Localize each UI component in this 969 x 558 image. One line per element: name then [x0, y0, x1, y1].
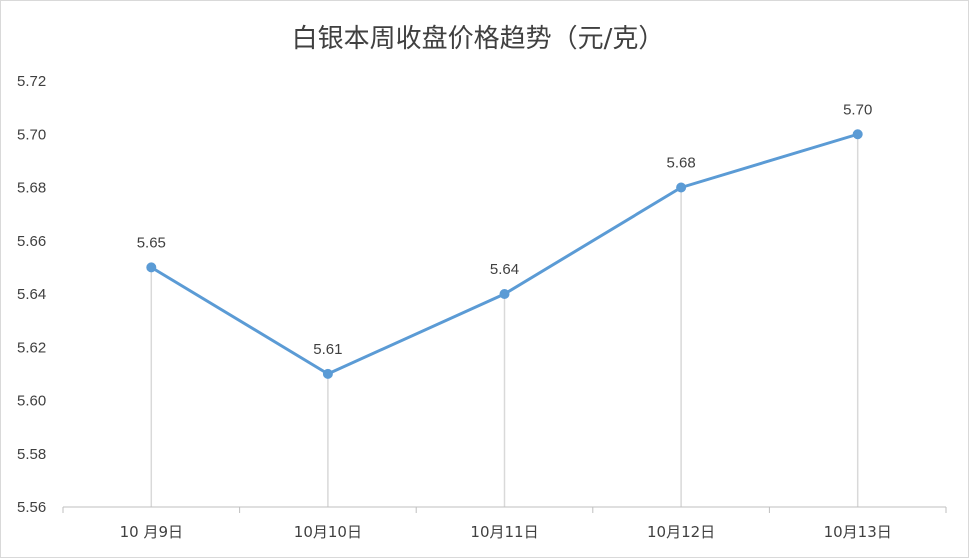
y-tick-label: 5.68 — [17, 180, 46, 197]
drop-lines — [150, 134, 859, 507]
x-tick-label: 10 月9日 — [120, 523, 183, 541]
y-tick-label: 5.72 — [17, 73, 46, 90]
data-point — [322, 368, 333, 379]
data-point — [852, 129, 863, 140]
y-tick-label: 5.70 — [17, 126, 46, 143]
x-axis: 10 月9日 10月10日 10月11日 10月12日 10月13日 — [62, 506, 947, 541]
y-tick-label: 5.58 — [17, 446, 46, 463]
y-tick-label: 5.66 — [17, 233, 46, 250]
data-label: 5.64 — [490, 261, 519, 278]
data-label: 5.61 — [313, 341, 342, 358]
series-silver-price — [146, 129, 863, 379]
data-label: 5.70 — [843, 101, 872, 118]
data-point — [499, 289, 510, 299]
y-axis: 5.56 5.58 5.60 5.62 5.64 5.66 5.68 5.70 5.72 — [17, 73, 46, 516]
x-tick-label: 10月13日 — [824, 523, 892, 541]
chart-title: 白银本周收盘价格趋势（元/克） — [292, 24, 665, 54]
x-tick-label: 10月11日 — [470, 523, 538, 541]
data-labels: 5.65 5.61 5.64 5.68 5.70 — [137, 101, 873, 358]
y-tick-label: 5.56 — [17, 499, 46, 516]
y-tick-label: 5.62 — [17, 339, 46, 356]
data-point — [676, 182, 687, 193]
data-label: 5.65 — [137, 234, 166, 251]
data-label: 5.68 — [666, 155, 695, 172]
y-tick-label: 5.64 — [17, 286, 46, 303]
data-point — [146, 262, 157, 273]
x-tick-label: 10月12日 — [647, 523, 715, 541]
y-tick-label: 5.60 — [17, 393, 46, 410]
x-tick-label: 10月10日 — [294, 523, 362, 541]
